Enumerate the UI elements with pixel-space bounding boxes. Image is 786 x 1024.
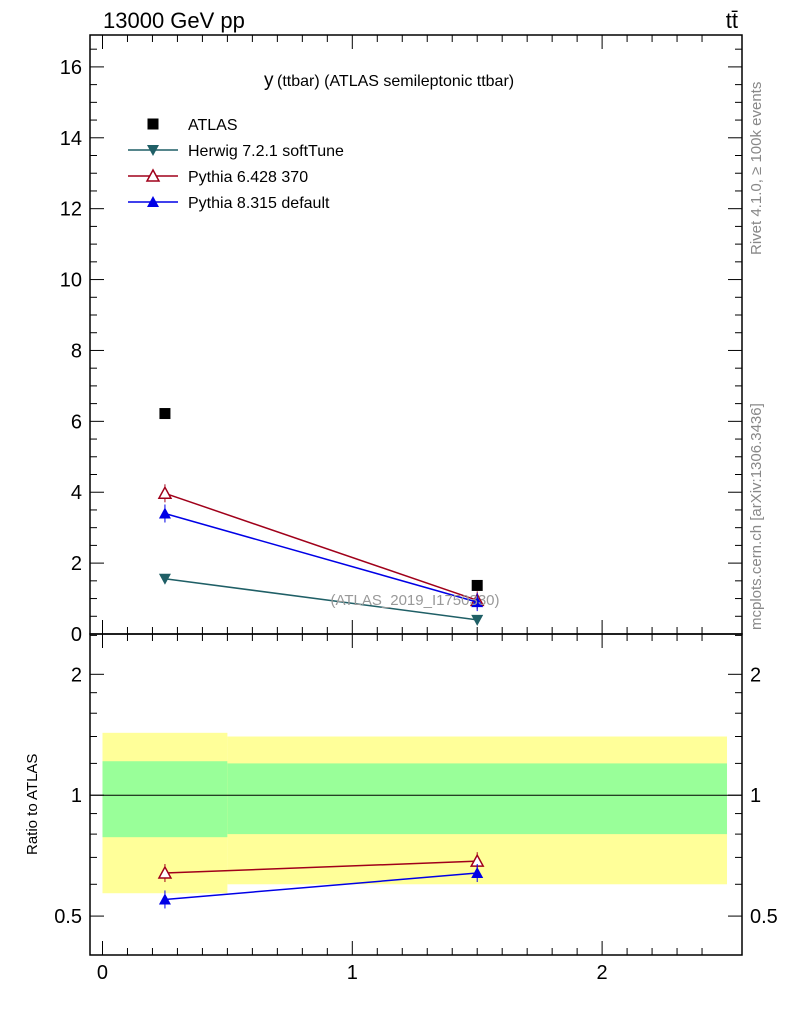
ratio-point-pythia-8-315-default <box>158 893 171 905</box>
legend-label: Pythia 6.428 370 <box>188 169 308 186</box>
legend-marker <box>145 168 161 182</box>
green-band-1 <box>227 763 728 835</box>
ratio-ytick-label: 0.5 <box>54 906 82 928</box>
legend-label: Herwig 7.2.1 softTune <box>188 143 344 160</box>
analysis-watermark: (ATLAS_2019_I1750330) <box>330 592 499 609</box>
legend-marker <box>147 145 159 156</box>
legend: ATLAS Herwig 7.2.1 softTune Pythia 6.428 3… <box>128 117 344 212</box>
main-ytick-label: 6 <box>71 411 82 433</box>
ratio-line-pythia-6-428-370 <box>164 860 478 874</box>
ratio-ytick-label: 2 <box>71 664 82 686</box>
main-ytick-label: 8 <box>71 340 82 362</box>
ratio-frame <box>89 633 743 956</box>
xtick-label: 2 <box>597 962 608 984</box>
rivet-label: Rivet 4.1.0, ≥ 100k events <box>748 82 765 255</box>
ratio-point-pythia-6-428-370 <box>157 865 173 879</box>
xtick-label: 0 <box>97 962 108 984</box>
plot-title-var: y <box>264 70 274 91</box>
ratio-point-pythia-8-315-default <box>471 867 484 879</box>
main-point-pythia-6-428-370 <box>157 485 173 500</box>
data-marks <box>157 408 485 909</box>
main-ytick-label: 12 <box>60 199 82 221</box>
ratio-ytick-label-right: 1 <box>750 785 761 807</box>
ratio-ylabel: Ratio to ATLAS <box>24 754 41 855</box>
main-point-pythia-8-315-default <box>158 507 171 519</box>
legend-label: ATLAS <box>188 117 238 134</box>
mcplots-label: mcplots.cern.ch [arXiv:1306.3436] <box>748 403 765 630</box>
main-line-pythia-8-315-default <box>164 512 478 603</box>
ratio-line-pythia-8-315-default <box>164 872 478 901</box>
main-point-pythia-8-315-default <box>471 596 484 608</box>
main-ytick-label: 10 <box>60 270 82 292</box>
main-point-herwig-7-2-1-softtune <box>158 573 171 585</box>
ratio-ytick-label: 1 <box>71 785 82 807</box>
legend-label: Pythia 8.315 default <box>188 195 330 212</box>
main-ytick-label: 4 <box>71 482 82 504</box>
green-band-0 <box>102 761 228 838</box>
header-left: 13000 GeV pp <box>103 8 245 33</box>
main-ytick-label: 16 <box>60 57 82 79</box>
ratio-ytick-label-right: 2 <box>750 664 761 686</box>
legend-marker <box>147 118 159 130</box>
main-point-atlas <box>159 408 171 420</box>
main-point-atlas <box>471 579 483 591</box>
ratio-ytick-label-right: 0.5 <box>750 906 778 928</box>
main-ytick-label: 0 <box>71 624 82 646</box>
main-ytick-label: 2 <box>71 553 82 575</box>
main-point-herwig-7-2-1-softtune <box>471 614 484 626</box>
main-line-pythia-6-428-370 <box>164 492 478 602</box>
header-right: tt̄ <box>726 8 738 33</box>
ratio-bands <box>102 732 728 894</box>
legend-marker <box>147 196 159 207</box>
main-ytick-label: 14 <box>60 128 82 150</box>
main-line-herwig-7-2-1-softtune <box>164 577 478 621</box>
xtick-label: 1 <box>347 962 358 984</box>
plot-title: (ttbar) (ATLAS semileptonic ttbar) <box>277 73 514 90</box>
